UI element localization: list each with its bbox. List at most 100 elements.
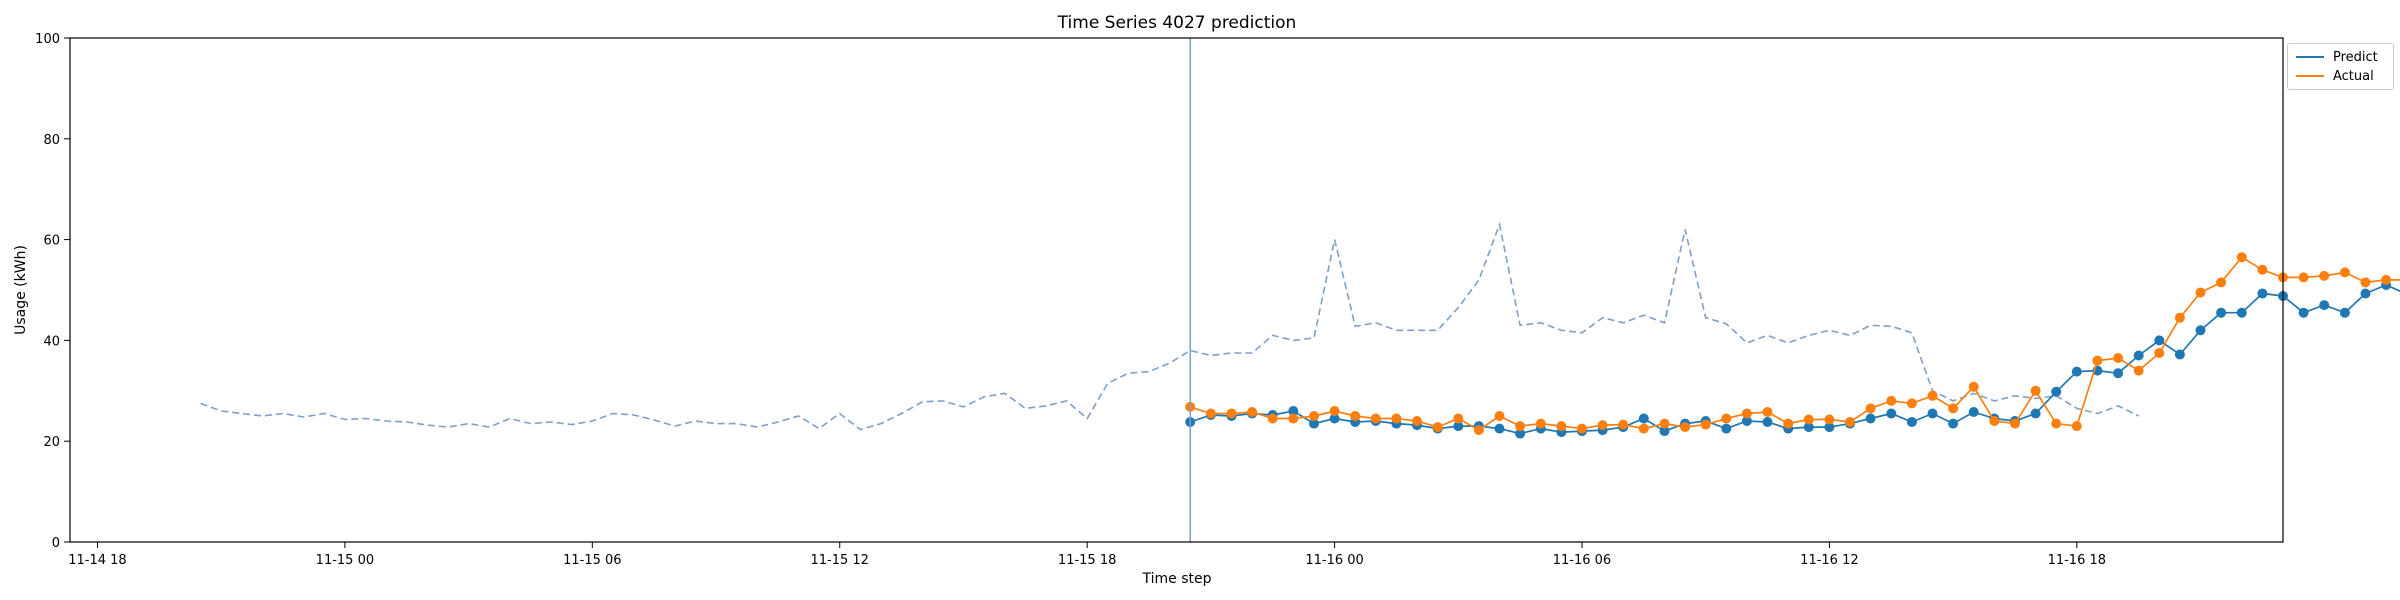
data-point-actual: [1721, 413, 1732, 424]
data-point-predict: [2236, 307, 2247, 318]
data-point-predict: [1803, 422, 1814, 433]
x-tick-label: 11-15 06: [563, 553, 621, 568]
legend-label-predict: Predict: [2333, 49, 2378, 65]
data-point-actual: [1968, 381, 1979, 392]
data-point-actual: [1948, 403, 1959, 414]
data-point-predict: [1659, 426, 1670, 437]
data-point-actual: [1309, 411, 1319, 421]
data-point-actual: [2298, 272, 2309, 283]
data-point-actual: [1597, 420, 1608, 431]
x-tick-label: 11-16 18: [2048, 553, 2106, 568]
data-point-predict: [2051, 386, 2062, 397]
data-point-actual: [1391, 413, 1402, 424]
y-tick-label: 100: [35, 32, 60, 47]
data-point-predict: [1494, 423, 1505, 434]
data-point-actual: [1432, 422, 1443, 433]
data-point-predict: [2257, 288, 2268, 299]
y-axis-label: Usage (kWh): [13, 245, 29, 335]
data-point-predict: [1638, 413, 1649, 424]
data-point-actual: [1205, 408, 1216, 419]
data-point-predict: [2154, 335, 2165, 346]
data-point-actual: [2113, 353, 2124, 363]
data-point-predict: [1906, 417, 1917, 427]
x-tick-label: 11-15 12: [811, 553, 869, 568]
plot-area-frame: [69, 37, 2284, 543]
series-line-actual: [1189, 256, 2400, 432]
series-layer: [200, 221, 2400, 439]
series-predict: [1185, 280, 2400, 439]
data-point-actual: [2360, 277, 2371, 288]
data-point-actual: [2092, 355, 2103, 366]
x-tick-label: 11-15 00: [316, 553, 374, 568]
data-point-actual: [2174, 312, 2185, 323]
data-point-actual: [2195, 287, 2206, 298]
data-point-predict: [1968, 407, 1979, 417]
data-point-actual: [1783, 418, 1794, 429]
x-tick-label: 11-14 18: [68, 553, 126, 568]
data-point-actual: [2154, 348, 2165, 358]
data-point-predict: [2216, 307, 2227, 318]
data-point-predict: [1824, 422, 1835, 433]
data-point-actual: [2133, 365, 2144, 376]
data-point-predict: [2195, 325, 2206, 336]
data-point-predict: [2339, 307, 2350, 318]
x-tick-label: 11-15 18: [1058, 553, 1116, 568]
data-point-actual: [1535, 418, 1546, 429]
data-point-actual: [1329, 406, 1340, 416]
data-point-actual: [2030, 385, 2041, 396]
x-axis-label: Time step: [1142, 571, 1212, 587]
data-point-predict: [1927, 408, 1938, 419]
data-point-actual: [1906, 398, 1917, 409]
data-point-actual: [1494, 411, 1505, 421]
data-point-actual: [1247, 407, 1258, 417]
data-point-predict: [1741, 416, 1752, 426]
x-tick-label: 11-16 12: [1800, 553, 1858, 568]
x-tick-label: 11-16 00: [1305, 553, 1363, 568]
data-point-predict: [1453, 421, 1464, 432]
legend-swatch-actual: [2296, 75, 2324, 77]
data-point-actual: [2010, 418, 2020, 429]
series-line-history: [200, 221, 2140, 431]
data-point-actual: [2216, 277, 2227, 288]
data-point-actual: [1803, 414, 1814, 425]
y-tick-label: 20: [43, 435, 60, 450]
data-point-predict: [2113, 368, 2124, 379]
legend-item-actual: Actual: [2296, 67, 2374, 85]
data-point-actual: [2051, 418, 2062, 429]
legend-item-predict: Predict: [2296, 48, 2378, 66]
data-point-actual: [1824, 414, 1835, 425]
data-point-predict: [1948, 418, 1959, 429]
data-point-actual: [1886, 395, 1897, 406]
y-tick-label: 0: [52, 536, 60, 551]
data-point-actual: [1473, 425, 1484, 436]
y-axis-ticks: 0 20 40 60 80 100: [35, 32, 70, 551]
data-point-actual: [1659, 418, 1670, 429]
data-point-predict: [1515, 428, 1526, 439]
x-axis-ticks: 11-14 18 11-15 00 11-15 06 11-15 12 11-15 18…: [68, 542, 2106, 568]
data-point-actual: [1762, 407, 1773, 417]
y-tick-label: 80: [43, 133, 60, 148]
data-point-actual: [1556, 421, 1567, 432]
data-point-predict: [1865, 413, 1876, 424]
data-point-actual: [1577, 423, 1587, 434]
data-point-actual: [1865, 403, 1876, 414]
data-point-actual: [1267, 413, 1278, 424]
legend-label-actual: Actual: [2333, 68, 2374, 84]
data-point-predict: [1762, 417, 1773, 427]
data-point-predict: [1288, 406, 1299, 416]
data-point-predict: [2298, 307, 2309, 318]
data-point-actual: [1370, 413, 1381, 424]
data-point-actual: [1350, 411, 1361, 421]
data-point-predict: [1309, 418, 1319, 429]
data-point-actual: [1927, 390, 1938, 401]
data-point-actual: [2381, 274, 2392, 285]
data-point-predict: [2071, 366, 2082, 377]
data-point-actual: [2071, 421, 2082, 432]
data-point-predict: [1329, 413, 1340, 424]
data-point-predict: [2030, 408, 2041, 419]
data-point-predict: [2319, 300, 2330, 311]
data-point-actual: [1618, 419, 1629, 430]
data-point-actual: [1741, 408, 1752, 419]
x-tick-label: 11-16 06: [1553, 553, 1611, 568]
series-line-predict: [1189, 284, 2400, 435]
